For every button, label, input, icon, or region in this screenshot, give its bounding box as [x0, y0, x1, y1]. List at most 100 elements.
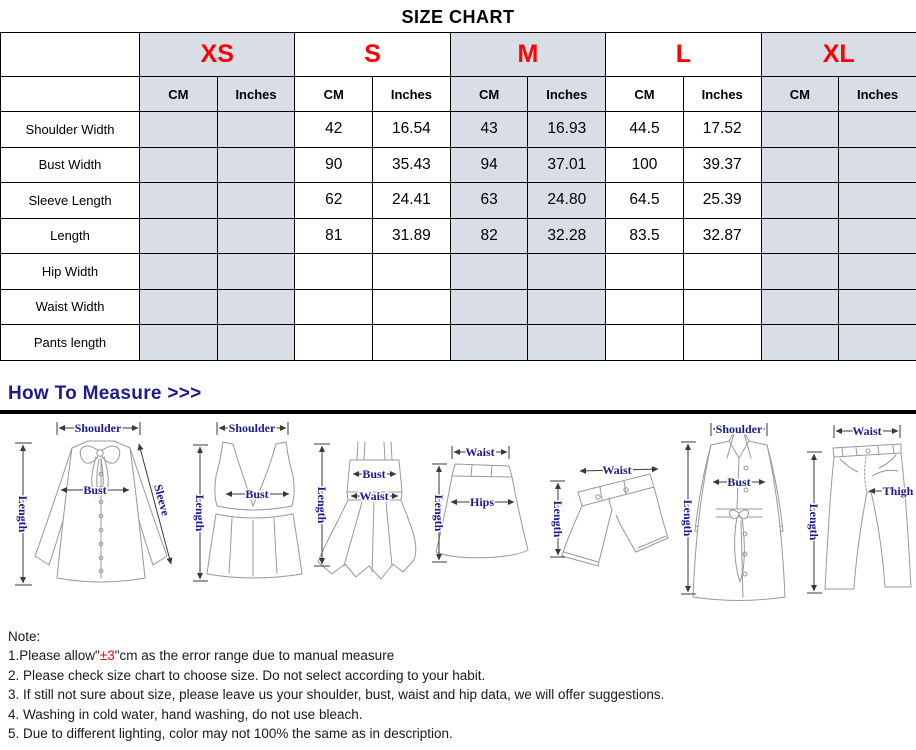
- size-value-cell: [372, 324, 451, 361]
- row-label: Pants length: [0, 324, 140, 361]
- unit-header-cell: Inches: [682, 76, 762, 112]
- table-row: Hip Width: [0, 253, 916, 290]
- size-value-cell: [682, 288, 762, 325]
- row-label: Bust Width: [0, 146, 140, 183]
- unit-header-cell: Inches: [216, 76, 296, 112]
- size-header-l: L: [605, 32, 762, 77]
- blouse-shoulder-label: Shoulder: [75, 421, 122, 435]
- page-title: SIZE CHART: [401, 7, 515, 27]
- size-value-cell: [449, 253, 529, 290]
- size-value-cell: 17.52: [682, 111, 762, 148]
- size-value-cell: [682, 253, 762, 290]
- size-value-cell: [838, 146, 916, 183]
- unit-header-cell: Inches: [838, 76, 916, 112]
- note-1-suffix: "cm as the error range due to manual mea…: [114, 648, 395, 663]
- note-line-1: 1.Please allow"±3"cm as the error range …: [8, 646, 916, 666]
- tank-length-label: Length: [193, 494, 207, 531]
- coat-bust-label: Bust: [727, 475, 750, 489]
- size-value-cell: [682, 324, 762, 361]
- size-value-cell: [527, 253, 607, 290]
- size-value-cell: 100: [605, 146, 684, 183]
- row-label: Waist Width: [0, 288, 140, 325]
- size-value-cell: [139, 146, 218, 183]
- size-value-cell: [216, 217, 296, 254]
- unit-header-cell: CM: [760, 76, 840, 112]
- skirt-sketch: Waist Length Hips: [431, 443, 529, 562]
- size-value-cell: 63: [449, 182, 529, 219]
- size-value-cell: 24.41: [372, 182, 451, 219]
- blouse-length-label: Length: [16, 495, 30, 532]
- size-value-cell: 43: [449, 111, 529, 148]
- size-value-cell: 39.37: [682, 146, 762, 183]
- row-label: Hip Width: [0, 253, 140, 290]
- note-heading: Note:: [8, 628, 41, 644]
- row-label: Sleeve Length: [0, 182, 140, 219]
- unit-header-cell: CM: [294, 76, 374, 112]
- unit-header-cell: Inches: [372, 76, 451, 112]
- size-value-cell: [527, 324, 607, 361]
- shorts-sketch: Length Waist: [550, 461, 669, 566]
- coat-sketch: Shoulder Length Bust: [680, 420, 786, 601]
- note-line-2: 2. Please check size chart to choose siz…: [8, 667, 486, 683]
- skirt-waist-label: Waist: [465, 445, 494, 459]
- size-value-cell: 32.28: [527, 217, 607, 254]
- size-value-cell: [294, 324, 374, 361]
- size-value-cell: 44.5: [605, 111, 684, 148]
- size-value-cell: [139, 253, 218, 290]
- coat-shoulder-label: Shoulder: [716, 422, 763, 436]
- size-value-cell: 64.5: [605, 182, 684, 219]
- table-row: Sleeve Length 62 24.41 63 24.80 64.5 25.39: [0, 182, 916, 219]
- size-value-cell: [139, 324, 218, 361]
- dress-sketch: Length Bust Waist: [314, 441, 417, 579]
- note-line-4: 4. Washing in cold water, hand washing, …: [8, 706, 363, 722]
- size-value-cell: [760, 111, 840, 148]
- size-value-cell: 62: [294, 182, 374, 219]
- size-value-cell: [838, 288, 916, 325]
- size-value-cell: [216, 111, 296, 148]
- pants-waist-label: Waist: [852, 424, 881, 438]
- size-value-cell: [838, 253, 916, 290]
- size-value-cell: [139, 217, 218, 254]
- pants-thigh-label: Thigh: [883, 484, 914, 498]
- corner-cell: [0, 76, 140, 112]
- size-value-cell: 35.43: [372, 146, 451, 183]
- size-value-cell: [760, 146, 840, 183]
- size-value-cell: [760, 217, 840, 254]
- size-value-cell: [216, 288, 296, 325]
- tank-shoulder-label: Shoulder: [229, 421, 276, 435]
- dress-waist-label: Waist: [359, 489, 388, 503]
- size-value-cell: [760, 253, 840, 290]
- size-value-cell: [605, 253, 684, 290]
- size-value-cell: [139, 288, 218, 325]
- size-value-cell: [605, 288, 684, 325]
- size-value-cell: 25.39: [682, 182, 762, 219]
- size-value-cell: 24.80: [527, 182, 607, 219]
- size-value-cell: [294, 253, 374, 290]
- size-value-cell: 42: [294, 111, 374, 148]
- size-value-cell: [294, 288, 374, 325]
- size-value-cell: [838, 217, 916, 254]
- size-value-cell: 31.89: [372, 217, 451, 254]
- how-to-measure-heading: How To Measure >>>: [8, 382, 202, 404]
- size-value-cell: [139, 182, 218, 219]
- size-value-cell: [760, 324, 840, 361]
- note-line-5: 5. Due to different lighting, color may …: [8, 726, 453, 741]
- blouse-bust-label: Bust: [83, 483, 106, 497]
- size-header-s: S: [294, 32, 451, 77]
- shorts-length-label: Length: [551, 500, 565, 537]
- size-value-cell: [372, 253, 451, 290]
- note-line-3: 3. If still not sure about size, please …: [8, 687, 665, 702]
- size-value-cell: [760, 288, 840, 325]
- size-value-cell: 32.87: [682, 217, 762, 254]
- note-1-prefix: 1.Please allow": [8, 648, 100, 663]
- shorts-waist-label: Waist: [602, 463, 631, 477]
- coat-length-label: Length: [681, 499, 695, 536]
- size-table-body: Shoulder Width 42 16.54 43 16.93 44.5 17.52 Bus…: [0, 111, 916, 361]
- table-row: Length 81 31.89 82 32.28 83.5 32.87: [0, 217, 916, 254]
- dress-length-label: Length: [315, 486, 329, 523]
- size-value-cell: [838, 324, 916, 361]
- unit-header-row: CM Inches CM Inches CM Inches CM Inches …: [0, 76, 916, 112]
- pants-sketch: Waist Length Thigh: [806, 422, 915, 593]
- size-value-cell: 83.5: [605, 217, 684, 254]
